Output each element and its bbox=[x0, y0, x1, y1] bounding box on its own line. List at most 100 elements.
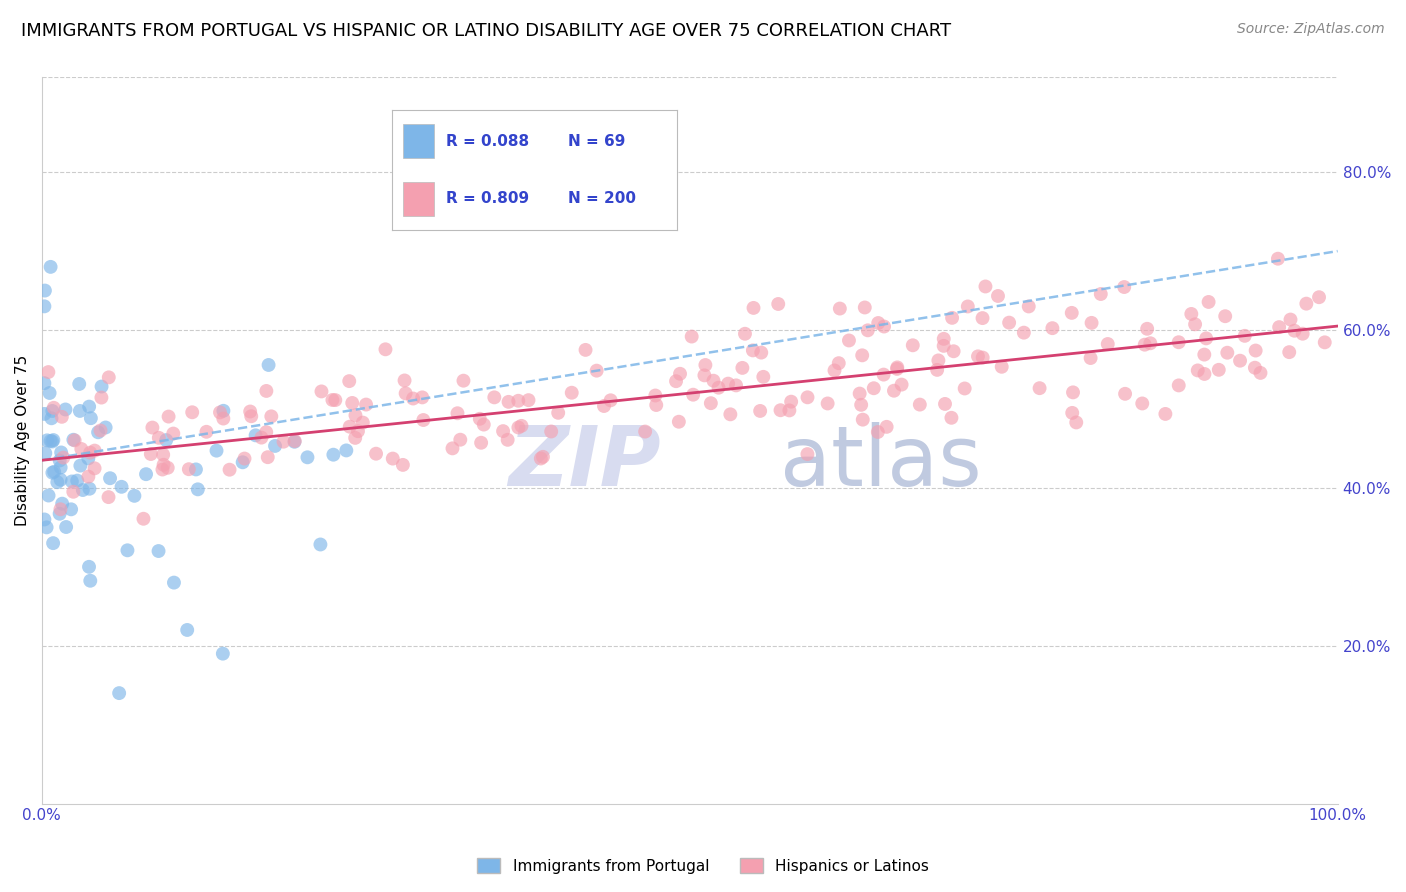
Point bbox=[934, 397, 956, 411]
Point bbox=[1064, 416, 1087, 430]
Point bbox=[1028, 381, 1050, 395]
Text: ZIP: ZIP bbox=[509, 422, 661, 503]
Point bbox=[34, 299, 56, 313]
Point bbox=[941, 310, 963, 325]
Point bbox=[1060, 306, 1083, 320]
Point bbox=[34, 284, 56, 298]
Point bbox=[1180, 307, 1202, 321]
Point bbox=[176, 623, 198, 637]
Point bbox=[508, 420, 530, 434]
Point bbox=[66, 474, 89, 488]
Point bbox=[38, 489, 60, 503]
Point bbox=[110, 480, 132, 494]
Point bbox=[337, 374, 360, 388]
Point bbox=[342, 396, 364, 410]
Point bbox=[634, 425, 657, 439]
Point bbox=[510, 418, 533, 433]
Point bbox=[87, 425, 110, 440]
Point bbox=[574, 343, 596, 357]
Point bbox=[1216, 345, 1239, 359]
Point bbox=[508, 393, 530, 408]
Point bbox=[38, 386, 60, 401]
Point bbox=[492, 424, 515, 438]
Point bbox=[49, 460, 72, 475]
Point bbox=[561, 385, 583, 400]
Point bbox=[63, 434, 86, 448]
Point bbox=[335, 443, 357, 458]
Point bbox=[69, 458, 91, 473]
Point bbox=[323, 393, 346, 408]
Point bbox=[42, 433, 65, 447]
Point bbox=[886, 362, 908, 376]
Point bbox=[468, 412, 491, 426]
Point bbox=[352, 416, 374, 430]
Y-axis label: Disability Age Over 75: Disability Age Over 75 bbox=[15, 355, 30, 526]
Point bbox=[927, 363, 949, 377]
Point bbox=[1195, 331, 1218, 345]
Point bbox=[72, 483, 94, 497]
Point bbox=[1018, 300, 1040, 314]
Point bbox=[233, 451, 256, 466]
Point bbox=[264, 439, 287, 453]
Point bbox=[868, 316, 890, 330]
Point bbox=[848, 386, 870, 401]
Point bbox=[257, 358, 280, 372]
Point bbox=[1233, 328, 1256, 343]
Point bbox=[344, 409, 367, 423]
Point bbox=[707, 381, 730, 395]
Point bbox=[41, 404, 63, 418]
Point bbox=[49, 473, 72, 487]
Point bbox=[211, 647, 233, 661]
Point bbox=[1267, 252, 1289, 266]
Point bbox=[1114, 386, 1136, 401]
Point bbox=[156, 460, 179, 475]
Point bbox=[67, 376, 90, 391]
Point bbox=[79, 445, 101, 459]
Point bbox=[152, 448, 174, 462]
Point bbox=[195, 425, 218, 439]
Point bbox=[780, 394, 803, 409]
Point bbox=[212, 411, 235, 425]
Point bbox=[60, 502, 83, 516]
Point bbox=[942, 344, 965, 359]
Point bbox=[1198, 295, 1220, 310]
Point bbox=[531, 450, 554, 464]
Point bbox=[381, 451, 404, 466]
Point bbox=[695, 358, 717, 372]
Point bbox=[927, 353, 949, 368]
Point bbox=[441, 442, 464, 456]
Point bbox=[41, 434, 63, 449]
Point bbox=[97, 370, 120, 384]
Point bbox=[742, 301, 765, 315]
Point bbox=[157, 409, 180, 424]
Point bbox=[540, 425, 562, 439]
Point bbox=[941, 410, 963, 425]
Point bbox=[309, 537, 332, 551]
Point bbox=[94, 420, 117, 434]
Point bbox=[873, 319, 896, 334]
Point bbox=[1167, 378, 1189, 392]
Point bbox=[484, 390, 506, 404]
Point bbox=[769, 403, 792, 417]
Point bbox=[883, 384, 905, 398]
Point bbox=[749, 345, 772, 359]
Point bbox=[796, 390, 818, 404]
Point bbox=[599, 393, 621, 408]
Point bbox=[37, 365, 59, 379]
Point bbox=[1278, 345, 1301, 359]
Point bbox=[682, 387, 704, 401]
Point bbox=[749, 404, 772, 418]
Point bbox=[449, 433, 471, 447]
Point bbox=[117, 543, 139, 558]
Point bbox=[152, 458, 174, 472]
Point bbox=[972, 311, 994, 326]
Point bbox=[322, 448, 344, 462]
Point bbox=[254, 425, 277, 439]
Point bbox=[741, 343, 763, 358]
Point bbox=[972, 351, 994, 365]
Point bbox=[731, 360, 754, 375]
Point bbox=[1295, 296, 1317, 310]
Point bbox=[1139, 336, 1161, 351]
Point bbox=[83, 443, 105, 458]
Point bbox=[932, 332, 955, 346]
